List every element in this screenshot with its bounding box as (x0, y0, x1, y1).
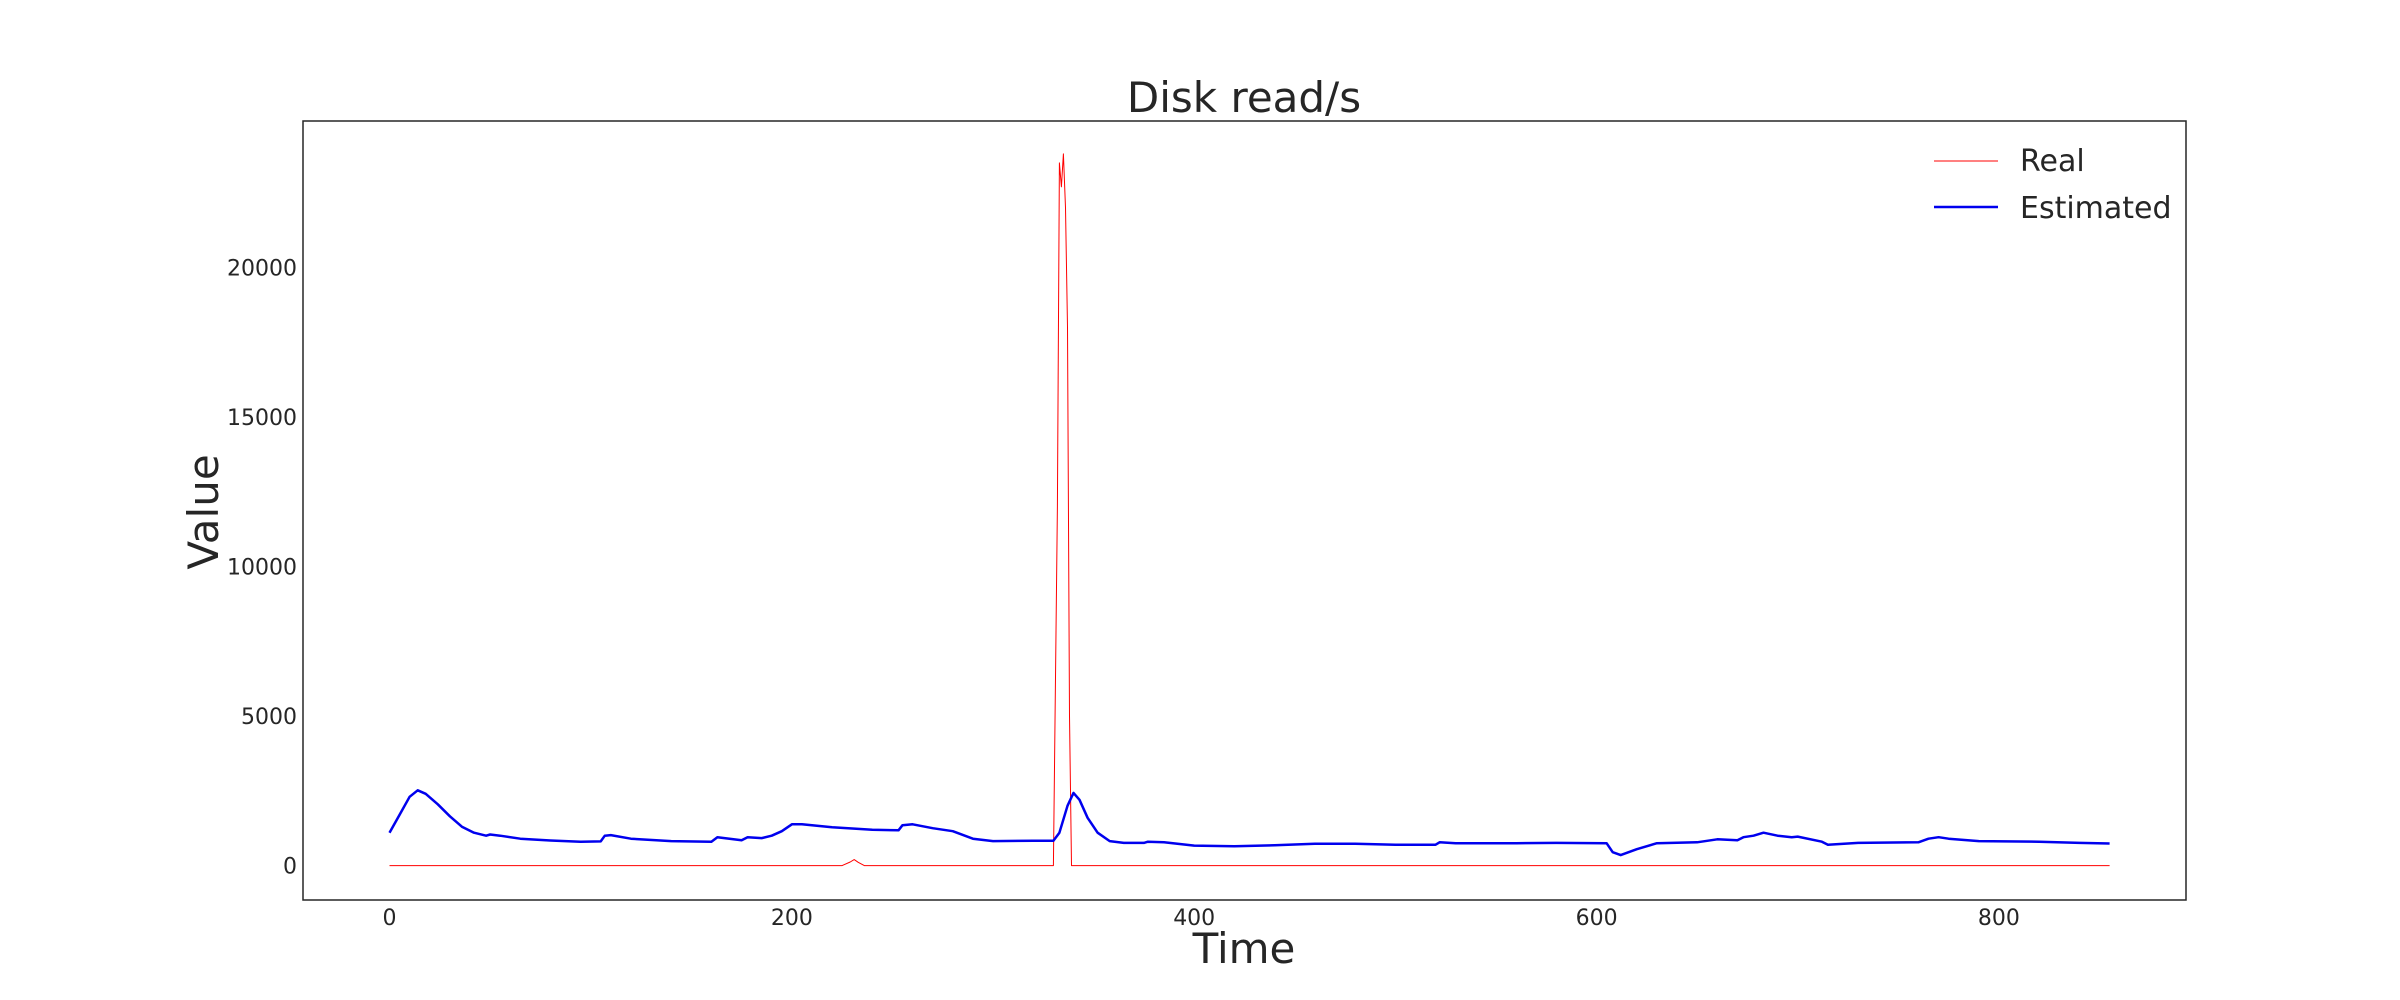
y-tick-label: 5000 (241, 705, 297, 730)
x-axis-ticks: 0 200 400 600 800 (383, 906, 2020, 931)
plot-frame (302, 120, 2187, 901)
legend-label-real: Real (2020, 144, 2085, 179)
series-line-estimated (388, 789, 2110, 857)
x-axis-label: Time (1192, 924, 1296, 973)
y-axis-label: Value (179, 454, 228, 569)
plot-layer (388, 153, 2110, 867)
legend: Real Estimated (1934, 144, 2172, 226)
y-tick-label: 0 (283, 855, 297, 880)
x-tick-label: 400 (1173, 906, 1215, 931)
y-axis-ticks: 0 5000 10000 15000 20000 (227, 257, 297, 880)
y-tick-label: 10000 (227, 556, 297, 581)
x-tick-label: 0 (383, 906, 397, 931)
legend-label-estimated: Estimated (2020, 191, 2172, 226)
y-tick-label: 20000 (227, 257, 297, 282)
x-tick-label: 600 (1576, 906, 1618, 931)
series-line-real (389, 153, 2110, 867)
y-tick-label: 15000 (227, 406, 297, 431)
x-tick-label: 200 (771, 906, 813, 931)
x-tick-label: 800 (1978, 906, 2020, 931)
chart-title: Disk read/s (1127, 73, 1361, 122)
